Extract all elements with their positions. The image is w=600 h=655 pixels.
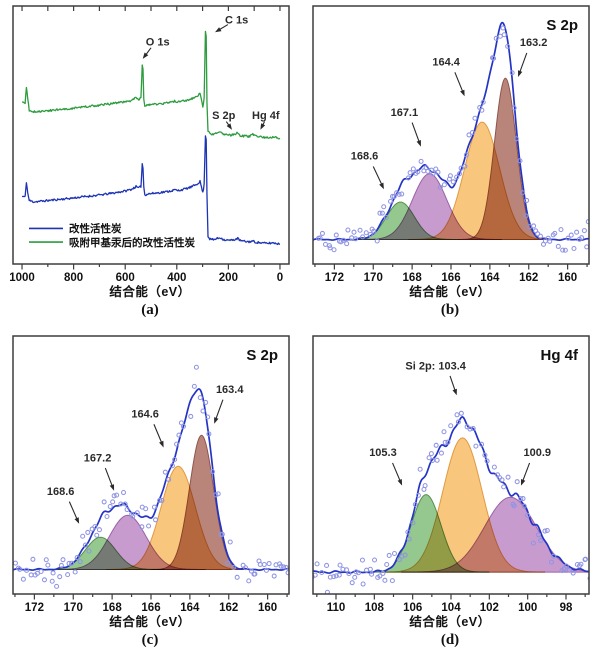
panel-d-xaxis-label: 结合能（eV） [409, 615, 491, 629]
svg-text:104: 104 [441, 602, 461, 614]
svg-text:改性活性炭: 改性活性炭 [69, 222, 122, 235]
svg-text:164: 164 [180, 602, 200, 614]
panel-b-caption: (b) [440, 302, 460, 318]
panel-c-caption: (c) [141, 632, 159, 648]
svg-text:S 2p: S 2p [212, 110, 236, 122]
svg-text:160: 160 [558, 272, 577, 284]
svg-text:0: 0 [277, 272, 283, 284]
svg-text:200: 200 [219, 272, 238, 284]
svg-text:110: 110 [327, 602, 346, 614]
svg-text:Si 2p: 103.4: Si 2p: 103.4 [405, 361, 466, 373]
panel-b: 172 170 168 166 164 162 160 S 2p 168.6 167.1 164.4… [300, 0, 600, 325]
svg-text:100: 100 [518, 602, 537, 614]
svg-text:600: 600 [116, 272, 135, 284]
panel-c: 172 170 168 166 164 162 160 S 2p 168.6 167.2 164.6… [0, 325, 300, 655]
svg-text:168: 168 [103, 602, 123, 614]
svg-text:Hg 4f: Hg 4f [252, 110, 280, 122]
svg-text:102: 102 [480, 602, 499, 614]
svg-text:160: 160 [258, 602, 277, 614]
svg-text:167.1: 167.1 [391, 107, 419, 119]
svg-text:167.2: 167.2 [84, 452, 112, 464]
svg-text:105.3: 105.3 [369, 447, 397, 459]
svg-text:S 2p: S 2p [546, 17, 578, 34]
panel-d-plot: 110 108 106 104 102 100 98 Hg 4f Si 2p: 103.4 105… [312, 335, 590, 614]
svg-text:400: 400 [167, 272, 186, 284]
panel-a-xaxis-label: 结合能（eV） [109, 285, 191, 299]
svg-text:162: 162 [219, 602, 238, 614]
svg-text:172: 172 [25, 602, 44, 614]
svg-text:172: 172 [325, 272, 344, 284]
svg-text:170: 170 [364, 272, 383, 284]
panel-b-xaxis-label: 结合能（eV） [409, 285, 491, 299]
svg-text:162: 162 [519, 272, 538, 284]
panel-d: 110 108 106 104 102 100 98 Hg 4f Si 2p: 103.4 105… [300, 325, 600, 655]
panel-c-xaxis-label: 结合能（eV） [109, 615, 191, 629]
svg-text:170: 170 [64, 602, 83, 614]
svg-text:168.6: 168.6 [47, 486, 75, 498]
svg-text:C 1s: C 1s [225, 14, 248, 26]
svg-text:S 2p: S 2p [246, 347, 278, 364]
svg-text:166: 166 [141, 602, 160, 614]
svg-text:168.6: 168.6 [351, 151, 379, 163]
svg-text:Hg 4f: Hg 4f [541, 347, 580, 364]
svg-text:164.6: 164.6 [131, 408, 159, 420]
svg-text:164.4: 164.4 [432, 56, 460, 68]
svg-text:168: 168 [403, 272, 423, 284]
svg-text:166: 166 [441, 272, 460, 284]
svg-text:164: 164 [480, 272, 500, 284]
svg-text:800: 800 [64, 272, 83, 284]
svg-text:106: 106 [403, 602, 422, 614]
svg-text:163.2: 163.2 [520, 37, 548, 49]
panel-a: 改性活性炭 吸附甲基汞后的改性活性炭 1000 800 600 400 200 0 O 1s C … [0, 0, 300, 325]
svg-text:1000: 1000 [9, 272, 35, 284]
svg-text:163.4: 163.4 [216, 384, 244, 396]
panel-c-plot: 172 170 168 166 164 162 160 S 2p 168.6 167.2 164.6… [12, 335, 290, 614]
svg-text:98: 98 [560, 602, 573, 614]
panel-b-plot: 172 170 168 166 164 162 160 S 2p 168.6 167.1 164.4… [312, 5, 590, 284]
panel-a-caption: (a) [141, 302, 159, 318]
svg-text:O 1s: O 1s [146, 37, 170, 49]
svg-text:吸附甲基汞后的改性活性炭: 吸附甲基汞后的改性活性炭 [69, 236, 195, 249]
svg-text:100.9: 100.9 [523, 447, 551, 459]
svg-text:108: 108 [365, 602, 385, 614]
panel-d-caption: (d) [440, 632, 460, 648]
